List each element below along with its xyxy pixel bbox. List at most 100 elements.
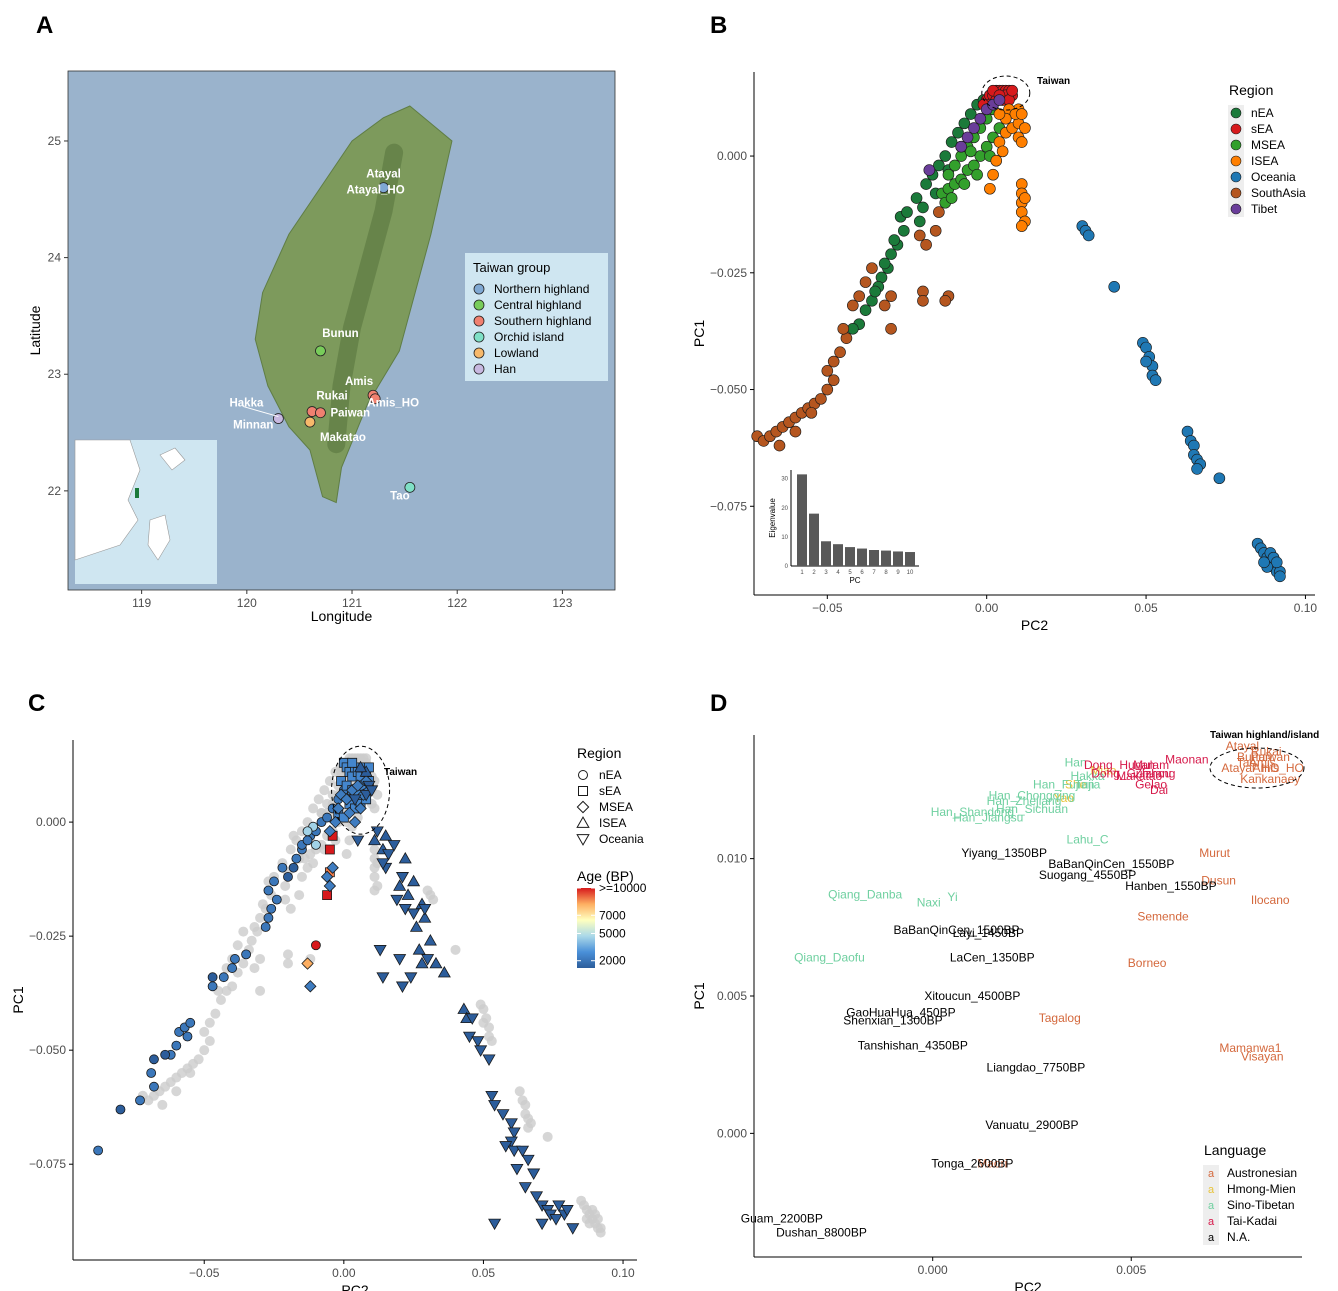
legend-label: ISEA [1251,154,1278,168]
ancient-sample-marker [485,1091,499,1103]
background-point [308,803,319,814]
ancient-sample-marker [482,1054,496,1066]
data-point [853,290,865,302]
background-point [486,1036,497,1047]
background-point [361,753,372,764]
population-label: Mulam [1133,758,1169,772]
ancient-sample-marker [354,802,367,815]
data-point [993,94,1006,106]
background-point [369,844,380,855]
y-tick-label: 0.000 [717,149,747,163]
inset-bar [821,541,831,566]
x-tick-label: −0.05 [812,601,843,615]
legend-label: Hmong-Mien [1227,1182,1296,1196]
ancient-sample-marker [322,812,332,823]
data-point [996,145,1009,158]
population-label: Han_Chongqing [989,788,1076,802]
ancient-sample-marker [409,920,423,932]
population-label: Yiyang_1350BP [961,846,1047,860]
data-point [821,365,834,377]
data-point [1082,229,1095,242]
ancient-sample-marker [283,871,293,882]
ancient-sample-marker [348,815,362,829]
y-tick-label: 23 [48,367,62,381]
data-point [958,178,971,190]
y-tick-label: −0.050 [710,383,747,397]
data-point [974,112,987,125]
population-label: Kankanaey [1240,772,1300,786]
ancient-sample-marker [401,888,415,900]
ancient-sample-marker [304,980,317,993]
ancient-sample-marker [488,1100,502,1112]
population-label: Murut [1199,846,1230,860]
inset-x-tick-label: 2 [812,570,816,576]
ancient-sample-marker [549,1214,563,1226]
background-point [450,944,461,955]
population-label: Dushan_8800BP [776,1225,867,1239]
data-point [1019,192,1031,204]
map-legend-label: Central highland [494,298,581,312]
population-label: Semende [1137,909,1189,923]
legend-key [1230,155,1242,167]
ancient-sample-marker [507,1127,521,1139]
data-point [773,439,786,452]
inset-bar [797,474,807,566]
x-tick-label: 0.10 [611,1266,635,1280]
background-point [581,1213,592,1224]
shape-legend-label: MSEA [599,800,633,814]
background-point [285,844,296,855]
background-point [249,922,260,933]
x-tick-label: 0.00 [332,1266,356,1280]
ancient-sample-marker [323,879,337,893]
background-point [296,871,307,882]
ancient-sample-marker [529,1191,544,1203]
population-label: Han_Jiangsu [953,810,1023,824]
ancient-sample-marker [311,840,321,850]
site-label: Amis_HO [367,398,419,410]
data-point [815,393,827,405]
background-point [257,899,268,910]
inset-bar [809,513,819,566]
site-label: Bunun [322,328,358,340]
legend-label: N.A. [1227,1230,1250,1244]
data-point [933,206,945,218]
site-marker [315,407,326,419]
ancient-sample-marker [365,785,379,797]
site-label: Rukai [316,391,347,403]
background-point [542,1131,553,1142]
population-label: Liangdao_7750BP [987,1060,1086,1074]
data-point [961,131,974,144]
population-label: Xitoucun_4500BP [924,989,1020,1003]
inset-taiwan-marker [135,488,139,498]
population-label: BaBanQinCen_1550BP [1048,857,1174,871]
inset-x-tick-label: 1 [800,570,804,576]
population-label: Makatao [1116,769,1162,783]
data-point [1149,374,1162,386]
map-legend-key [473,299,485,311]
ancient-sample-marker [395,981,410,993]
legend-title: Language [1204,1142,1267,1158]
legend-key [1230,139,1242,151]
population-label: Vanuatu_2900BP [985,1118,1078,1132]
ancient-sample-marker [291,853,302,864]
ancient-sample-marker [373,945,387,957]
shape-legend-key [576,816,590,828]
ancient-sample-marker [263,885,274,896]
population-label: Tanshishan_4350BP [858,1038,968,1052]
inset-x-title: PC [849,576,860,585]
y-axis-title: PC1 [691,982,707,1009]
ancient-sample-marker [527,1168,541,1180]
data-point [827,355,840,368]
data-point [1019,122,1031,134]
inset-x-tick-label: 4 [836,570,840,576]
legend-title: Region [1229,82,1273,98]
ancient-sample-marker [376,972,390,984]
map-legend-key [473,315,485,327]
population-label: She [1065,777,1087,791]
ancient-sample-marker [135,1095,145,1106]
population-label: Tao [1237,755,1257,769]
background-point [171,1086,182,1097]
data-point [847,299,859,312]
map-legend-title: Taiwan group [473,260,550,275]
inset-x-tick-label: 6 [860,570,864,576]
